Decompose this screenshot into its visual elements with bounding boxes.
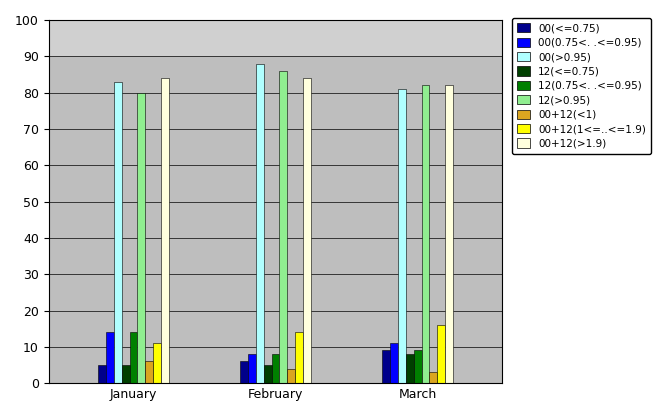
Bar: [437, 325, 445, 383]
Bar: [406, 354, 414, 383]
Bar: [422, 85, 430, 383]
Bar: [414, 350, 422, 383]
Bar: [303, 78, 311, 383]
Bar: [271, 354, 279, 383]
Bar: [264, 365, 271, 383]
Bar: [390, 343, 398, 383]
Legend: 00(<=0.75), 00(0.75<. .<=0.95), 00(>0.95), 12(<=0.75), 12(0.75<. .<=0.95), 12(>0: 00(<=0.75), 00(0.75<. .<=0.95), 00(>0.95…: [512, 18, 652, 154]
Bar: [106, 332, 114, 383]
Bar: [145, 362, 153, 383]
Bar: [129, 332, 137, 383]
Bar: [295, 332, 303, 383]
Bar: [114, 82, 122, 383]
Bar: [98, 365, 106, 383]
Bar: [445, 85, 453, 383]
Bar: [382, 350, 390, 383]
Bar: [279, 71, 287, 383]
Bar: [287, 369, 295, 383]
Bar: [153, 343, 161, 383]
Bar: [430, 372, 437, 383]
Bar: [122, 365, 129, 383]
Bar: [240, 362, 248, 383]
Bar: [256, 64, 264, 383]
Bar: [161, 78, 169, 383]
Bar: [248, 354, 256, 383]
Bar: [49, 20, 502, 56]
Bar: [137, 93, 145, 383]
Bar: [398, 89, 406, 383]
